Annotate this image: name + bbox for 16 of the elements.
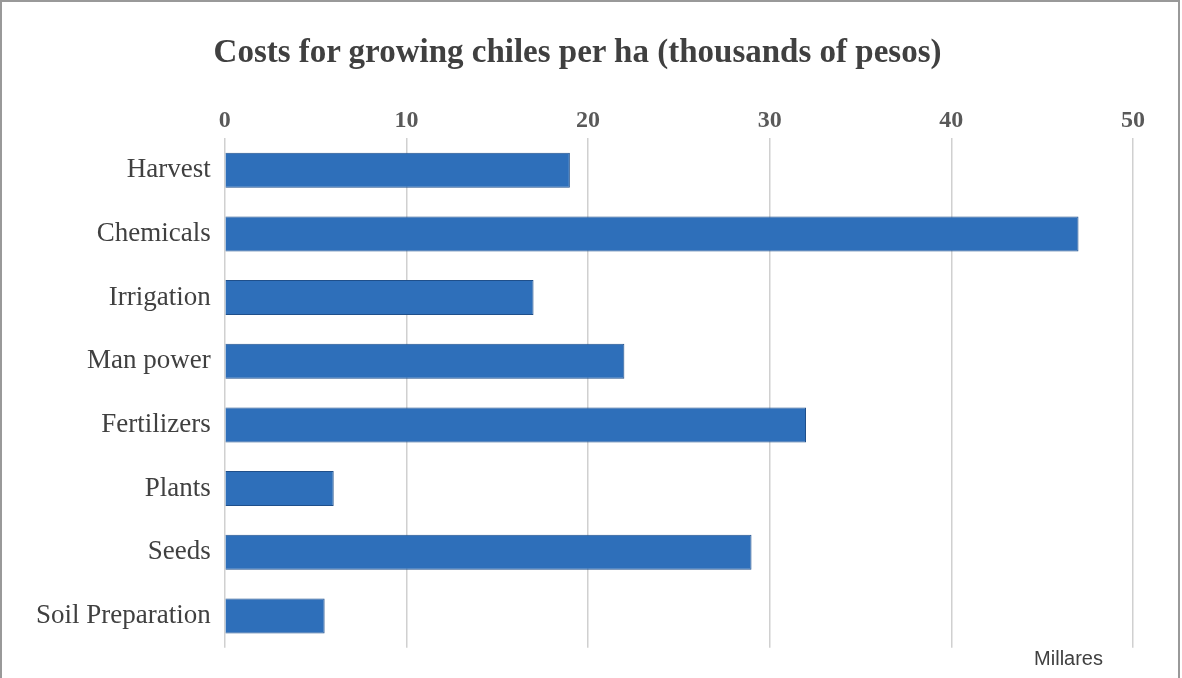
y-tick-label: Harvest: [126, 153, 212, 184]
y-tick-label: Seeds: [147, 535, 211, 566]
y-tick-label: Soil Preparation: [35, 599, 212, 630]
chart-title: Costs for growing chiles per ha (thousands of pesos): [213, 33, 942, 71]
y-tick-label: Fertilizers: [101, 408, 211, 439]
x-tick-label: 10: [394, 106, 419, 133]
annotation: Millares: [1034, 647, 1103, 670]
x-tick-label: 20: [576, 106, 601, 133]
y-tick-label: Plants: [144, 471, 211, 502]
y-tick-label: Irrigation: [108, 280, 212, 311]
y-tick-label: Man power: [87, 344, 211, 375]
x-tick-label: 50: [1121, 106, 1145, 133]
x-tick-label: 0: [218, 106, 231, 133]
x-tick-label: 40: [939, 106, 964, 133]
y-tick-label: Chemicals: [96, 217, 211, 248]
x-tick-label: 30: [757, 106, 782, 133]
